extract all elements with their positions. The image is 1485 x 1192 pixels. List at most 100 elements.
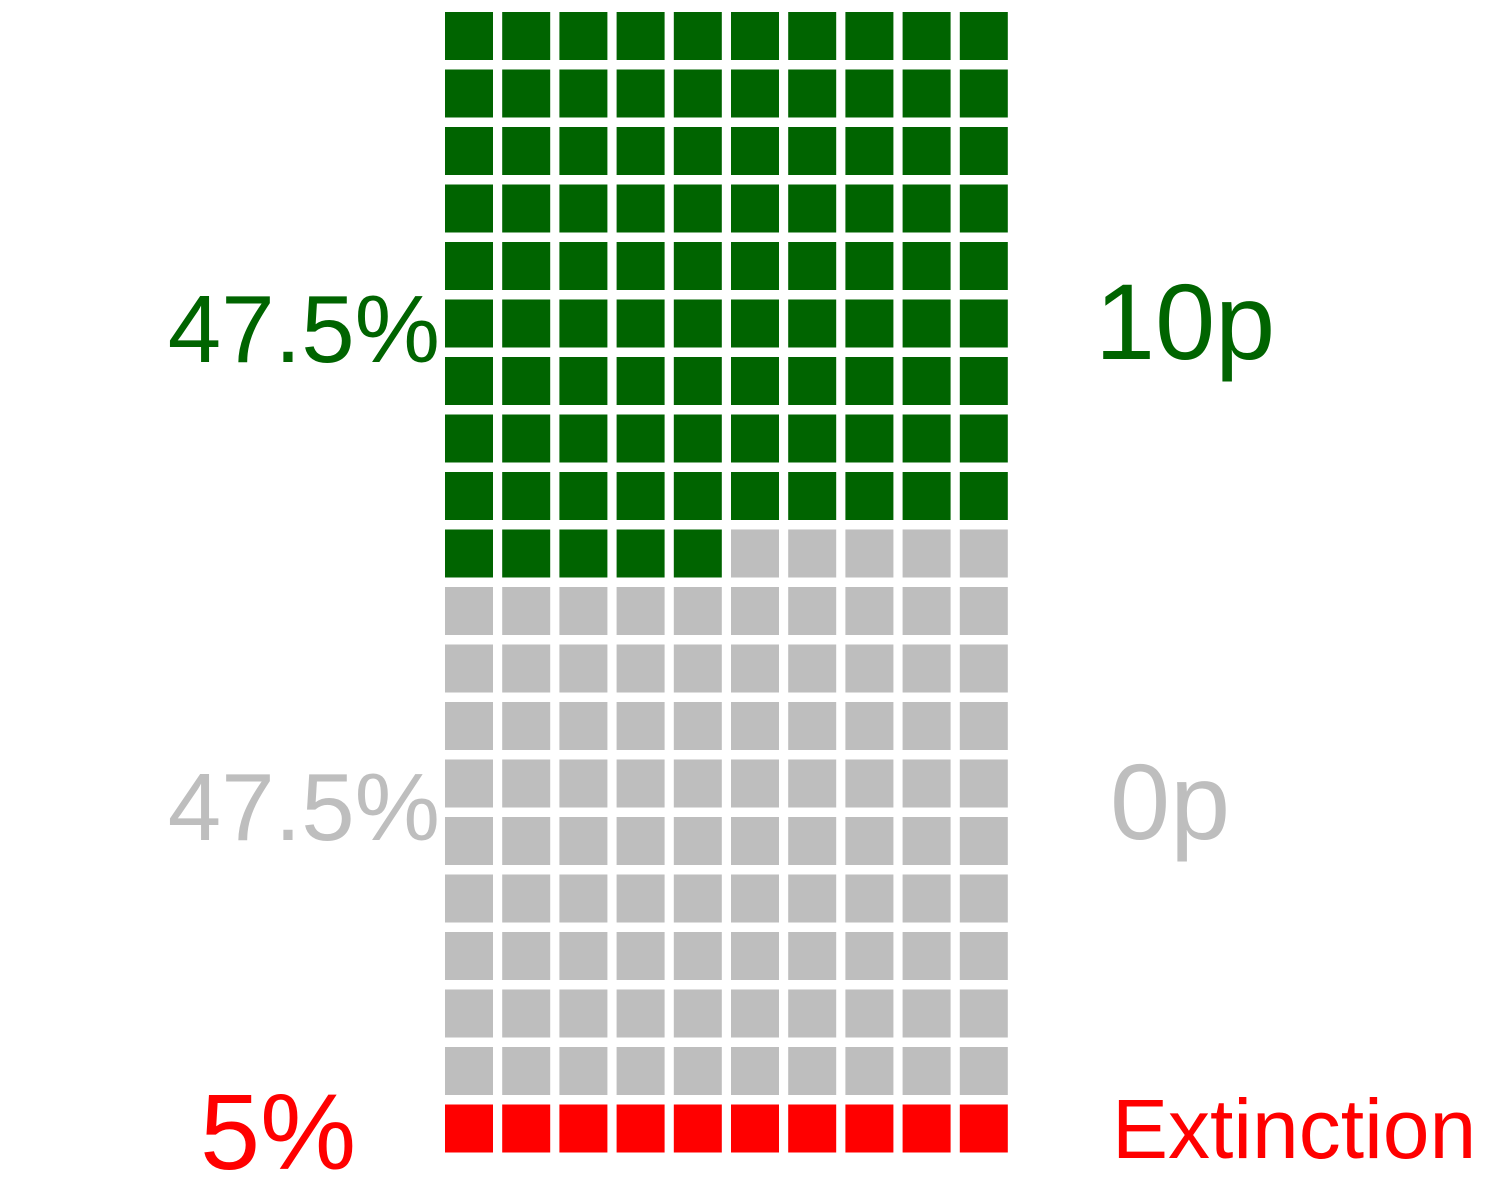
waffle-cell-green <box>731 299 779 348</box>
waffle-cell-gray <box>616 932 665 980</box>
waffle-cell-green <box>673 472 722 520</box>
waffle-cell-green <box>559 357 608 405</box>
waffle-cell-gray <box>502 989 551 1038</box>
waffle-cell-gray <box>616 644 665 693</box>
waffle-cell-gray <box>731 587 779 635</box>
waffle-cell-green <box>673 414 722 463</box>
waffle-cell-green <box>959 299 1008 348</box>
waffle-cell-gray <box>845 587 894 635</box>
waffle-cell-gray <box>731 529 779 578</box>
waffle-cell-green <box>502 299 551 348</box>
waffle-cell-gray <box>502 817 551 865</box>
waffle-cell-green <box>673 357 722 405</box>
waffle-cell-green <box>845 414 894 463</box>
waffle-cell-gray <box>788 874 837 923</box>
waffle-cell-red <box>902 1104 951 1153</box>
waffle-cell-green <box>445 357 493 405</box>
waffle-cell-gray <box>616 817 665 865</box>
waffle-cell-green <box>959 12 1008 60</box>
waffle-cell-gray <box>445 874 493 923</box>
waffle-cell-gray <box>731 759 779 808</box>
waffle-cell-gray <box>616 1047 665 1095</box>
waffle-cell-green <box>673 69 722 118</box>
waffle-cell-green <box>445 299 493 348</box>
waffle-cell-green <box>616 299 665 348</box>
waffle-cell-gray <box>559 587 608 635</box>
waffle-cell-green <box>731 472 779 520</box>
waffle-cell-green <box>673 299 722 348</box>
waffle-cell-green <box>445 242 493 290</box>
waffle-cell-gray <box>731 932 779 980</box>
waffle-cell-gray <box>502 759 551 808</box>
waffle-cell-gray <box>845 932 894 980</box>
waffle-cell-green <box>902 472 951 520</box>
waffle-cell-gray <box>845 759 894 808</box>
waffle-cell-gray <box>445 817 493 865</box>
waffle-cell-red <box>445 1104 493 1153</box>
waffle-cell-gray <box>959 759 1008 808</box>
waffle-cell-green <box>902 184 951 233</box>
waffle-cell-gray <box>731 702 779 750</box>
waffle-cell-green <box>845 12 894 60</box>
waffle-cell-red <box>788 1104 837 1153</box>
waffle-cell-gray <box>902 874 951 923</box>
waffle-cell-green <box>502 357 551 405</box>
waffle-cell-green <box>845 184 894 233</box>
waffle-cell-gray <box>959 702 1008 750</box>
waffle-cell-gray <box>559 874 608 923</box>
waffle-cell-gray <box>788 989 837 1038</box>
waffle-cell-green <box>673 242 722 290</box>
waffle-cell-green <box>502 529 551 578</box>
waffle-cell-gray <box>959 1047 1008 1095</box>
waffle-cell-gray <box>559 644 608 693</box>
waffle-cell-green <box>788 472 837 520</box>
waffle-cell-green <box>788 12 837 60</box>
waffle-cell-gray <box>959 874 1008 923</box>
waffle-cell-gray <box>731 1047 779 1095</box>
waffle-cell-green <box>788 69 837 118</box>
waffle-cell-green <box>959 69 1008 118</box>
waffle-cell-gray <box>845 989 894 1038</box>
waffle-cell-green <box>616 529 665 578</box>
waffle-cell-green <box>445 414 493 463</box>
waffle-cell-green <box>559 472 608 520</box>
waffle-cell-green <box>616 472 665 520</box>
waffle-cell-green <box>445 529 493 578</box>
waffle-cell-red <box>559 1104 608 1153</box>
waffle-cell-green <box>502 414 551 463</box>
waffle-cell-green <box>559 184 608 233</box>
waffle-cell-green <box>788 242 837 290</box>
waffle-cell-gray <box>845 529 894 578</box>
waffle-cell-green <box>559 127 608 175</box>
waffle-cell-gray <box>959 644 1008 693</box>
waffle-cell-red <box>845 1104 894 1153</box>
waffle-cell-green <box>616 357 665 405</box>
waffle-cell-gray <box>559 1047 608 1095</box>
waffle-cell-gray <box>445 587 493 635</box>
waffle-cell-green <box>559 69 608 118</box>
waffle-cell-gray <box>616 759 665 808</box>
waffle-cell-gray <box>959 989 1008 1038</box>
waffle-cell-gray <box>445 1047 493 1095</box>
waffle-cell-green <box>845 472 894 520</box>
waffle-cell-gray <box>673 759 722 808</box>
waffle-cell-gray <box>788 702 837 750</box>
waffle-cell-gray <box>673 817 722 865</box>
waffle-cell-red <box>731 1104 779 1153</box>
waffle-cell-green <box>902 12 951 60</box>
waffle-cell-gray <box>902 587 951 635</box>
waffle-cell-green <box>673 12 722 60</box>
waffle-cell-green <box>731 69 779 118</box>
waffle-cell-gray <box>959 587 1008 635</box>
waffle-cell-gray <box>445 989 493 1038</box>
waffle-cell-green <box>559 414 608 463</box>
waffle-cell-gray <box>788 759 837 808</box>
waffle-cell-green <box>788 414 837 463</box>
waffle-cell-green <box>559 299 608 348</box>
waffle-cell-green <box>445 472 493 520</box>
waffle-cell-green <box>731 357 779 405</box>
waffle-cell-red <box>959 1104 1008 1153</box>
waffle-cell-green <box>559 12 608 60</box>
waffle-cell-gray <box>788 587 837 635</box>
red-percent-label: 5% <box>200 1071 357 1192</box>
